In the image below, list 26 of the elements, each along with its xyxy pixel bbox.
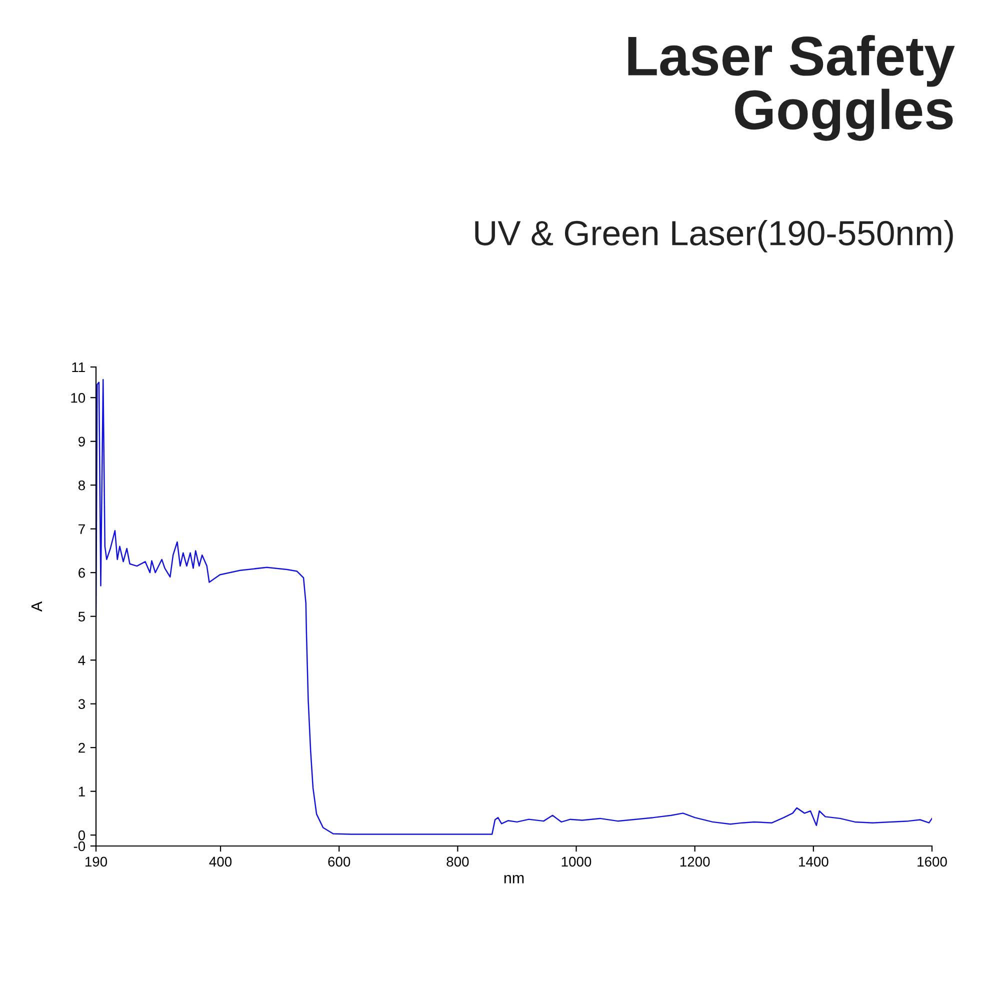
y-tick-label: 7 bbox=[78, 524, 85, 534]
y-tick-label: 5 bbox=[78, 612, 85, 622]
x-axis-title: nm bbox=[504, 874, 524, 884]
y-tick-label: 1 bbox=[78, 786, 85, 796]
y-tick-label: 4 bbox=[78, 656, 86, 666]
chart-title: Laser Safety Goggles bbox=[628, 35, 955, 141]
y-tick-label: 11 bbox=[72, 362, 85, 372]
x-tick-label: 1400 bbox=[799, 856, 828, 867]
y-tick-label: 8 bbox=[78, 480, 85, 490]
chart-subtitle: UV & Green Laser(190-550nm) bbox=[475, 220, 953, 252]
x-tick-label: 1600 bbox=[918, 856, 947, 867]
y-tick-label: 10 bbox=[71, 392, 86, 403]
x-tick-label: 1000 bbox=[562, 856, 592, 867]
y-tick-label: 3 bbox=[78, 699, 85, 709]
y-tick-label: -0 bbox=[74, 841, 86, 852]
x-tick-label: 800 bbox=[446, 856, 469, 867]
x-tick-label: 400 bbox=[209, 856, 232, 867]
y-tick-label: 2 bbox=[78, 742, 85, 753]
x-tick-label: 600 bbox=[328, 856, 350, 867]
x-tick-label: 190 bbox=[85, 856, 108, 867]
y-tick-label: 0 bbox=[78, 830, 86, 840]
y-tick-label: 9 bbox=[78, 436, 85, 447]
x-tick-label: 1200 bbox=[680, 856, 710, 867]
y-tick-label: 6 bbox=[78, 568, 85, 578]
line-series bbox=[96, 379, 932, 835]
y-axis-title: A bbox=[31, 601, 42, 612]
